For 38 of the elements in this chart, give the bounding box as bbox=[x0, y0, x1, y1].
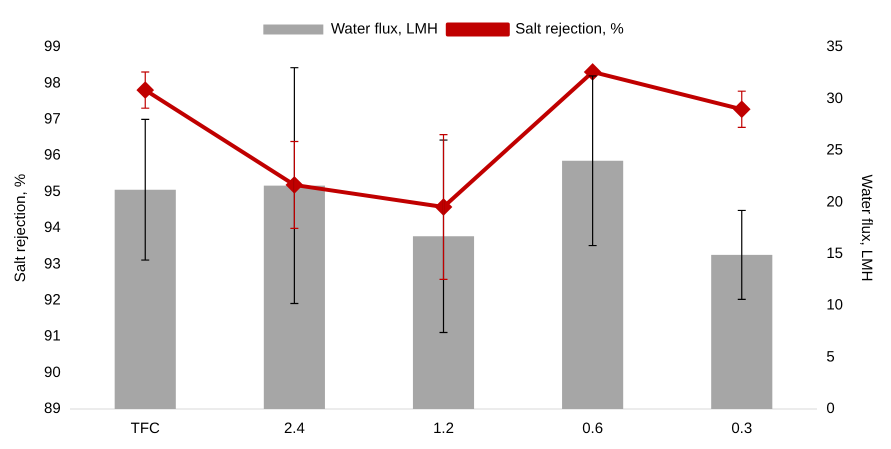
bar bbox=[264, 186, 325, 409]
x-tick-label: 0.3 bbox=[731, 420, 752, 438]
y-axis-title: Salt rejection, % bbox=[12, 174, 30, 282]
y-tick-label: 95 bbox=[44, 182, 61, 200]
y2-tick-label: 5 bbox=[826, 348, 835, 366]
legend-label: Salt rejection, % bbox=[515, 20, 624, 38]
y-tick-label: 99 bbox=[44, 38, 61, 56]
y-tick-label: 93 bbox=[44, 255, 61, 272]
y2-tick-label: 15 bbox=[826, 245, 844, 262]
y2-tick-label: 0 bbox=[826, 400, 835, 418]
x-tick-label: TFC bbox=[130, 420, 160, 438]
bar bbox=[711, 254, 772, 409]
y-tick-label: 96 bbox=[44, 146, 61, 164]
x-tick-label: 0.6 bbox=[582, 420, 604, 438]
y-tick-label: 94 bbox=[44, 219, 61, 236]
y-tick-label: 89 bbox=[44, 400, 61, 418]
y2-tick-label: 10 bbox=[826, 296, 844, 314]
y2-tick-label: 20 bbox=[826, 193, 844, 210]
y2-axis-title: Water flux, LMH bbox=[858, 174, 875, 282]
bar bbox=[412, 236, 474, 409]
point bbox=[286, 176, 302, 193]
bar bbox=[562, 160, 624, 409]
point bbox=[734, 101, 750, 118]
y-tick-label: 98 bbox=[44, 74, 61, 92]
bar bbox=[114, 190, 176, 409]
y-tick-label: 92 bbox=[44, 292, 61, 309]
y2-tick-label: 25 bbox=[826, 142, 844, 159]
y2-tick-label: 30 bbox=[826, 90, 844, 107]
point bbox=[436, 199, 452, 216]
y2-tick-label: 35 bbox=[826, 38, 844, 56]
x-tick-label: 2.4 bbox=[284, 420, 305, 438]
y-tick-label: 91 bbox=[44, 328, 61, 345]
y-tick-label: 90 bbox=[44, 364, 61, 381]
point bbox=[584, 64, 601, 80]
legend-label: Water flux, LMH bbox=[330, 20, 438, 38]
y-tick-label: 97 bbox=[44, 110, 61, 128]
x-tick-label: 1.2 bbox=[433, 420, 454, 438]
point bbox=[137, 82, 154, 98]
